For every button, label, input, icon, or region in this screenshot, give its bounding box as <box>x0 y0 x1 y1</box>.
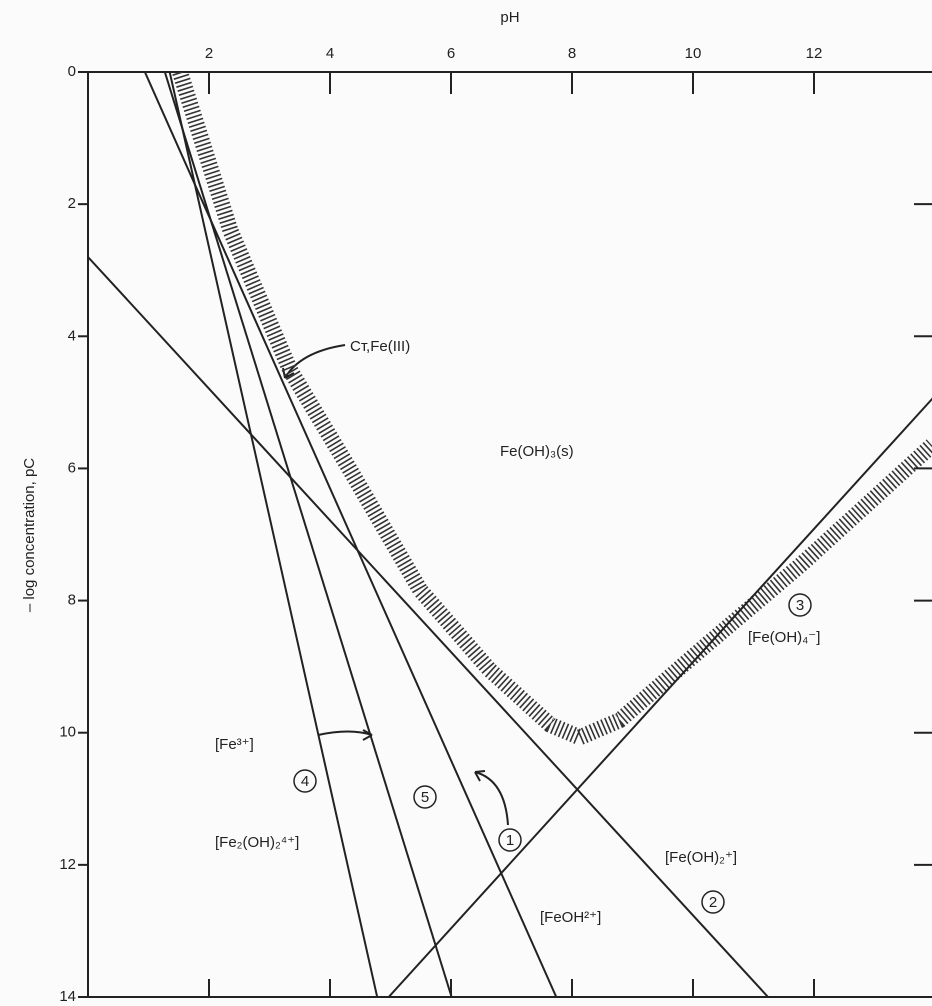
x-tick-label: 8 <box>568 45 576 62</box>
species-line <box>387 397 932 997</box>
annotation: [Fe₂(OH)₂⁴⁺] <box>215 834 299 851</box>
series-marker-circle <box>413 785 437 809</box>
y-tick-label: 2 <box>68 195 76 212</box>
series-marker-circle <box>701 890 725 914</box>
y-tick-label: 0 <box>68 63 76 80</box>
series-label: 5 <box>421 789 429 806</box>
y-tick-label: 12 <box>59 856 76 873</box>
annotation: [FeOH²⁺] <box>540 909 601 926</box>
x-tick-label: 6 <box>447 45 455 62</box>
annotation: [Fe(OH)₂⁺] <box>665 849 737 866</box>
y-tick-label: 10 <box>59 724 76 741</box>
series-marker-circle <box>788 593 812 617</box>
y-tick-label: 4 <box>68 327 76 344</box>
annotation: Fe(OH)₃(s) <box>500 443 574 460</box>
plot-area <box>88 72 932 997</box>
species-line <box>163 72 453 997</box>
species-line <box>88 256 769 997</box>
axes <box>87 71 932 998</box>
x-tick-label: 12 <box>806 45 823 62</box>
arrow <box>474 770 509 826</box>
annotation: [Fe(OH)₄⁻] <box>748 629 820 646</box>
x-tick-label: 4 <box>326 45 334 62</box>
y-tick-label: 14 <box>59 988 76 1005</box>
y-tick-label: 6 <box>68 459 76 476</box>
x-axis-label: pH <box>500 9 519 26</box>
species-line <box>168 72 379 997</box>
annotation: Cт,Fe(III) <box>350 338 410 355</box>
species-line <box>143 72 558 997</box>
series-label: 1 <box>506 832 514 849</box>
series-label: 3 <box>796 597 804 614</box>
y-tick-label: 8 <box>68 592 76 609</box>
series-marker-circle <box>498 828 522 852</box>
series-label: 4 <box>301 773 309 790</box>
annotation: [Fe³⁺] <box>215 736 254 753</box>
series-label: 2 <box>709 894 717 911</box>
y-axis-label: – log concentration, pC <box>21 458 38 612</box>
arrow <box>317 729 373 741</box>
x-tick-label: 10 <box>685 45 702 62</box>
x-tick-label: 2 <box>205 45 213 62</box>
series-marker-circle <box>293 769 317 793</box>
